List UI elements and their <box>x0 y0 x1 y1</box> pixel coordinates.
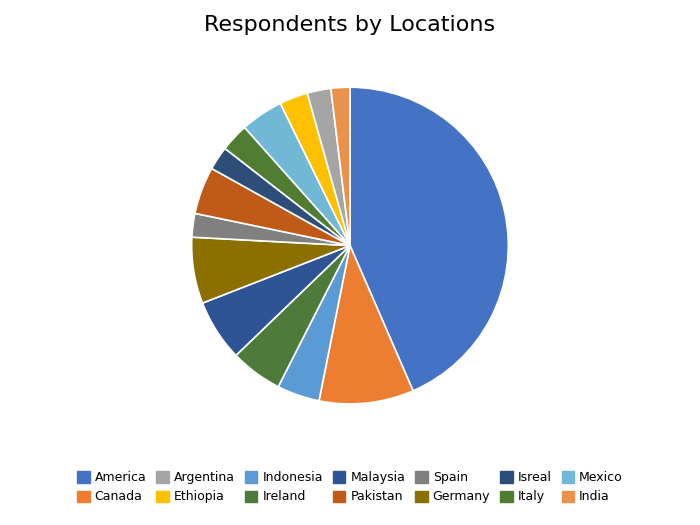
Wedge shape <box>331 87 350 246</box>
Wedge shape <box>211 149 350 246</box>
Wedge shape <box>192 237 350 303</box>
Wedge shape <box>202 246 350 355</box>
Wedge shape <box>319 246 413 404</box>
Wedge shape <box>225 128 350 246</box>
Wedge shape <box>278 246 350 401</box>
Wedge shape <box>307 88 350 246</box>
Wedge shape <box>195 169 350 246</box>
Wedge shape <box>244 103 350 246</box>
Wedge shape <box>192 213 350 246</box>
Wedge shape <box>281 93 350 246</box>
Wedge shape <box>350 87 508 391</box>
Title: Respondents by Locations: Respondents by Locations <box>204 15 496 35</box>
Legend: America, Canada, Argentina, Ethiopia, Indonesia, Ireland, Malaysia, Pakistan, Sp: America, Canada, Argentina, Ethiopia, In… <box>72 466 628 509</box>
Wedge shape <box>236 246 350 387</box>
